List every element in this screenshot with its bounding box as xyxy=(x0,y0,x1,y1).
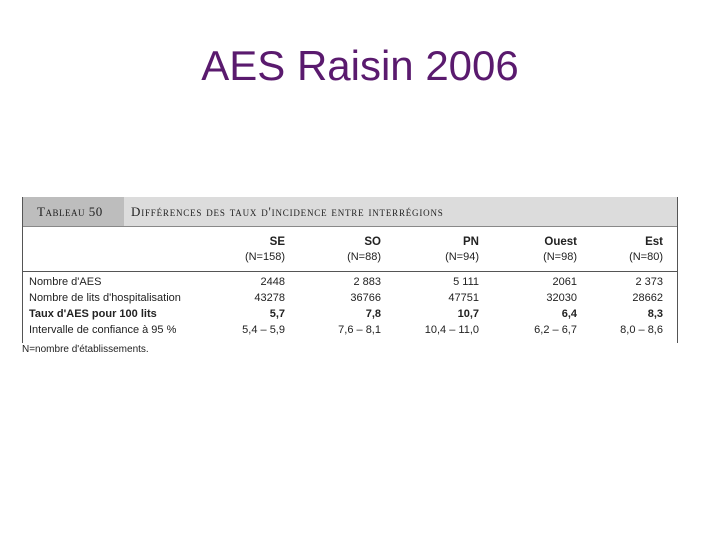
table-footnote: N=nombre d'établissements. xyxy=(22,344,149,355)
table-cell: 2 373 xyxy=(635,276,663,288)
table-caption: Différences des taux d'incidence entre i… xyxy=(131,204,444,219)
row-label: Intervalle de confiance à 95 % xyxy=(29,324,177,336)
table-body: Nombre d'AES 2448 2 883 5 111 2061 2 373… xyxy=(23,274,677,338)
table-cell: 47751 xyxy=(448,292,479,304)
table-cell: 2 883 xyxy=(353,276,381,288)
column-code: SO xyxy=(364,236,381,248)
table-cell: 6,2 – 6,7 xyxy=(534,324,577,336)
column-header-ouest: Ouest (N=98) xyxy=(487,235,577,265)
table-row: Nombre d'AES 2448 2 883 5 111 2061 2 373 xyxy=(23,274,677,290)
table-cell: 5 111 xyxy=(453,276,479,288)
column-code: Est xyxy=(645,236,663,248)
table-number-label: Tableau 50 xyxy=(23,197,124,226)
header-divider xyxy=(23,271,677,272)
table-cell: 5,4 – 5,9 xyxy=(242,324,285,336)
table-cell: 2448 xyxy=(260,276,285,288)
table-cell: 8,3 xyxy=(647,308,663,320)
table-cell: 2061 xyxy=(552,276,577,288)
table-cell: 8,0 – 8,6 xyxy=(620,324,663,336)
table-cell: 10,7 xyxy=(457,308,479,320)
column-header-pn: PN (N=94) xyxy=(389,235,479,265)
column-count: (N=80) xyxy=(629,251,663,263)
slide-title: AES Raisin 2006 xyxy=(201,42,519,89)
table-cell: 6,4 xyxy=(561,308,577,320)
incidence-table: Tableau 50 Différences des taux d'incide… xyxy=(22,197,678,343)
column-code: SE xyxy=(269,236,285,248)
column-code: Ouest xyxy=(544,236,577,248)
column-header-est: Est (N=80) xyxy=(573,235,663,265)
column-count: (N=94) xyxy=(445,251,479,263)
column-header-se: SE (N=158) xyxy=(195,235,285,265)
table-cell: 5,7 xyxy=(269,308,285,320)
table-row: Taux d'AES pour 100 lits 5,7 7,8 10,7 6,… xyxy=(23,306,677,322)
column-count: (N=88) xyxy=(347,251,381,263)
row-label: Nombre d'AES xyxy=(29,276,102,288)
column-count: (N=158) xyxy=(244,251,285,263)
table-header-bar: Tableau 50 Différences des taux d'incide… xyxy=(23,197,677,227)
table-row: Nombre de lits d'hospitalisation 43278 3… xyxy=(23,290,677,306)
column-count: (N=98) xyxy=(543,251,577,263)
row-label: Nombre de lits d'hospitalisation xyxy=(29,292,181,304)
table-cell: 43278 xyxy=(254,292,285,304)
column-headers: SE (N=158) SO (N=88) PN (N=94) Ouest (N=… xyxy=(23,235,677,269)
table-cell: 7,6 – 8,1 xyxy=(338,324,381,336)
column-header-so: SO (N=88) xyxy=(291,235,381,265)
table-cell: 36766 xyxy=(350,292,381,304)
row-label: Taux d'AES pour 100 lits xyxy=(29,308,157,320)
table-cell: 28662 xyxy=(632,292,663,304)
table-cell: 32030 xyxy=(546,292,577,304)
table-cell: 7,8 xyxy=(365,308,381,320)
column-code: PN xyxy=(463,236,479,248)
table-row: Intervalle de confiance à 95 % 5,4 – 5,9… xyxy=(23,322,677,338)
table-cell: 10,4 – 11,0 xyxy=(424,324,479,336)
